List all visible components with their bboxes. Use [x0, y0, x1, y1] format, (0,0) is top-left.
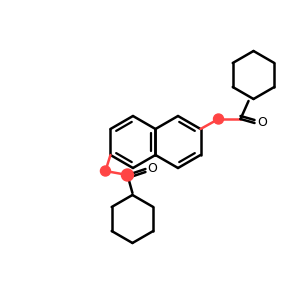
Text: O: O	[257, 116, 267, 128]
Circle shape	[122, 169, 134, 181]
Circle shape	[100, 166, 110, 176]
Circle shape	[214, 114, 224, 124]
Text: O: O	[148, 161, 157, 175]
